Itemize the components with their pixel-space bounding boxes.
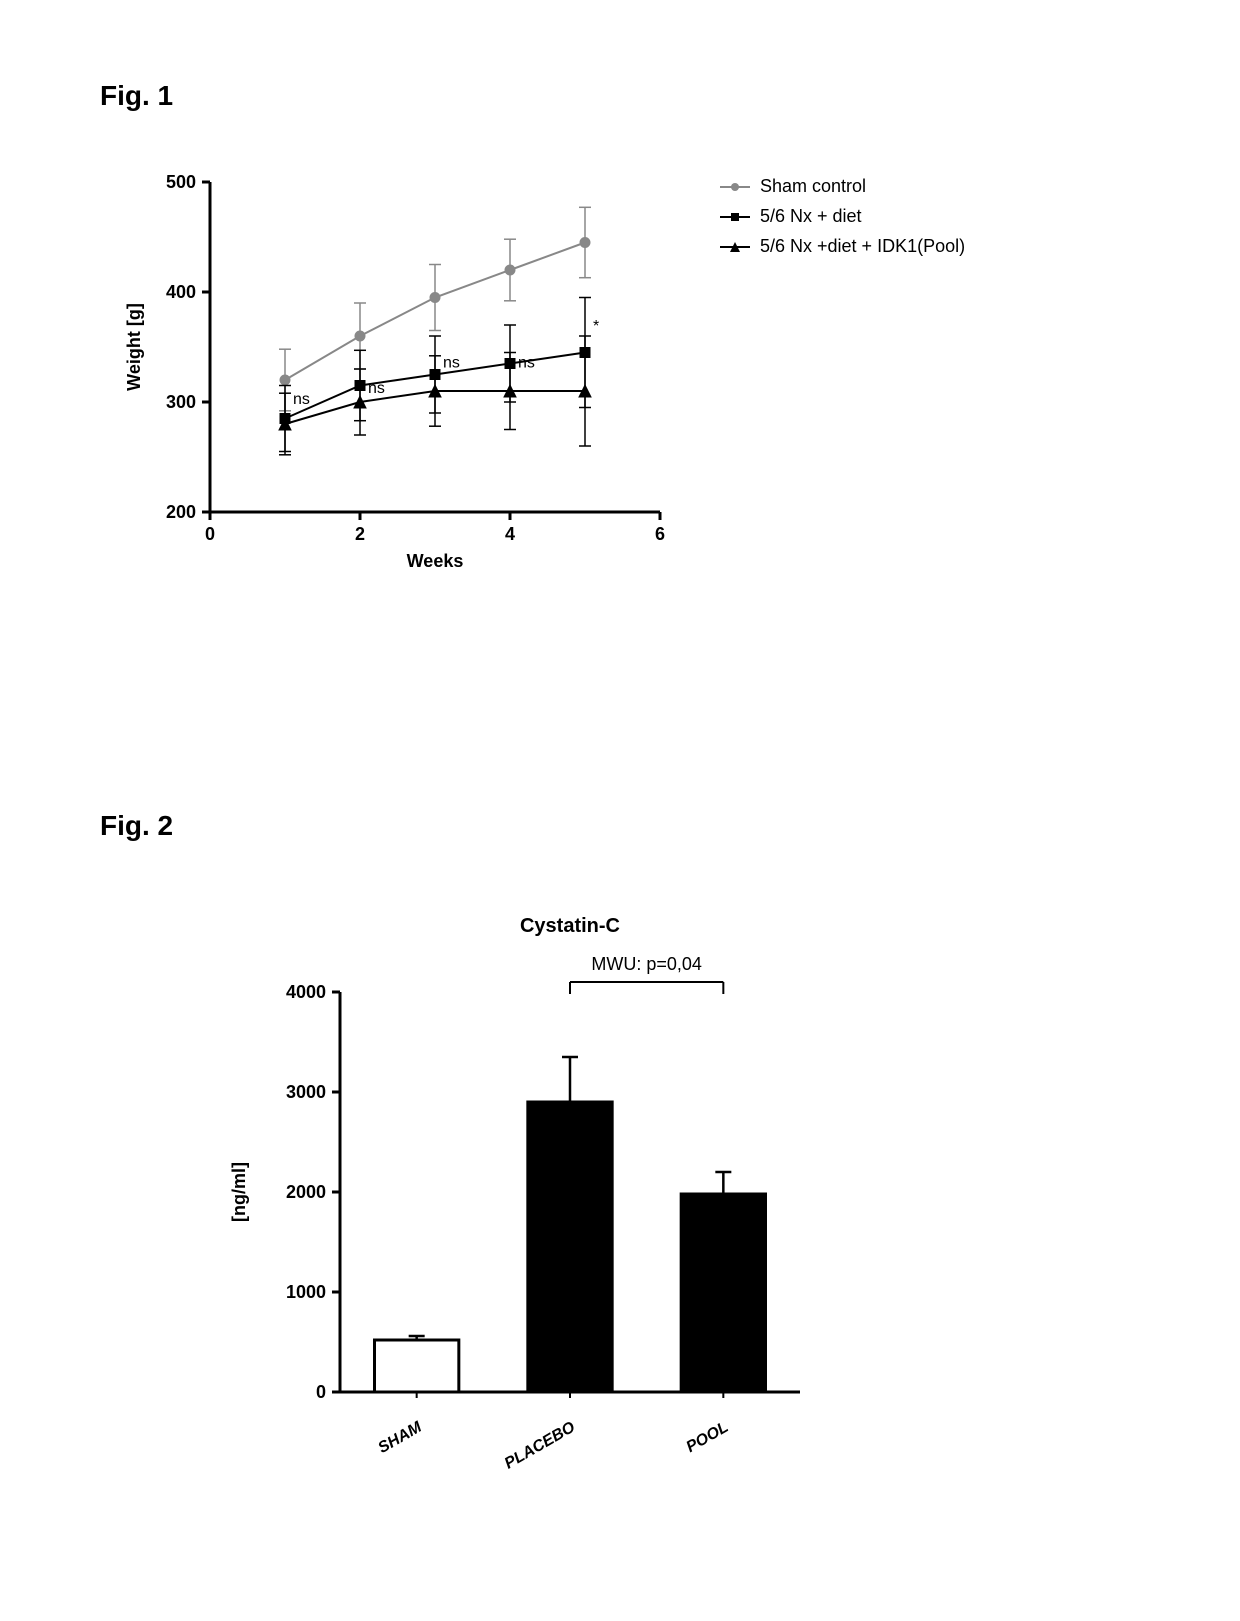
figure-2-label: Fig. 2 [100, 810, 1140, 842]
svg-text:2: 2 [355, 524, 365, 544]
figure-1-label: Fig. 1 [100, 80, 1140, 112]
svg-text:200: 200 [166, 502, 196, 522]
svg-text:400: 400 [166, 282, 196, 302]
svg-text:Sham control: Sham control [760, 176, 866, 196]
svg-text:500: 500 [166, 172, 196, 192]
svg-text:1000: 1000 [286, 1282, 326, 1302]
svg-text:*: * [593, 318, 599, 335]
svg-text:6: 6 [655, 524, 665, 544]
figure-2: Fig. 2 Cystatin-C 0 1000 2000 3000 4000 [ng/ml… [100, 810, 1140, 1497]
svg-text:Weeks: Weeks [407, 551, 464, 571]
svg-text:5/6 Nx + diet: 5/6 Nx + diet [760, 206, 862, 226]
svg-text:[ng/ml]: [ng/ml] [229, 1162, 249, 1222]
svg-text:POOL: POOL [684, 1419, 732, 1456]
svg-text:2000: 2000 [286, 1182, 326, 1202]
svg-text:0: 0 [205, 524, 215, 544]
svg-text:PLACEBO: PLACEBO [502, 1418, 579, 1472]
svg-text:300: 300 [166, 392, 196, 412]
svg-text:3000: 3000 [286, 1082, 326, 1102]
svg-text:5/6 Nx +diet + IDK1(Pool): 5/6 Nx +diet + IDK1(Pool) [760, 236, 965, 256]
figure-1: Fig. 1 200 300 400 500 0 2 4 6 Weeks Weight [g] ns… [100, 80, 1140, 607]
svg-text:SHAM: SHAM [375, 1418, 425, 1457]
svg-text:ns: ns [443, 355, 460, 372]
svg-text:Cystatin-C: Cystatin-C [520, 915, 620, 937]
svg-text:4000: 4000 [286, 982, 326, 1002]
figure-2-chart: Cystatin-C 0 1000 2000 3000 4000 [ng/ml] SHAM PL… [160, 872, 960, 1492]
svg-text:4: 4 [505, 524, 515, 544]
svg-text:Weight [g]: Weight [g] [124, 303, 144, 391]
figure-1-chart: 200 300 400 500 0 2 4 6 Weeks Weight [g] ns ns ns ns *… [100, 152, 1140, 602]
svg-text:ns: ns [293, 391, 310, 408]
svg-text:ns: ns [518, 355, 535, 372]
svg-text:ns: ns [368, 380, 385, 397]
svg-text:0: 0 [316, 1382, 326, 1402]
svg-text:MWU: p=0,04: MWU: p=0,04 [591, 954, 702, 974]
